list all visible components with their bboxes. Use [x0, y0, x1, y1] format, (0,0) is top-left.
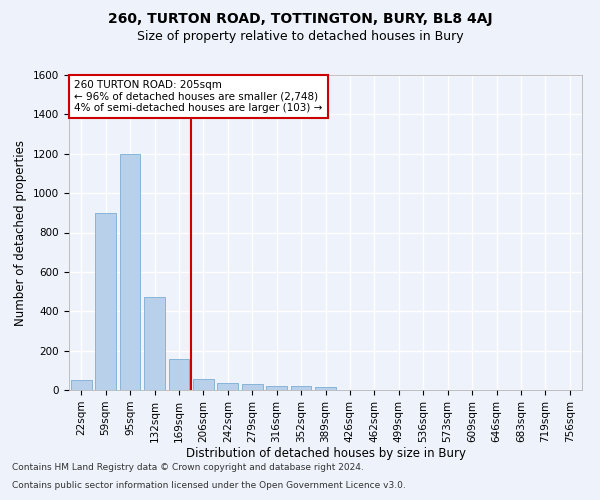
Bar: [266, 386, 287, 390]
Bar: [95, 213, 116, 390]
X-axis label: Distribution of detached houses by size in Bury: Distribution of detached houses by size …: [185, 448, 466, 460]
Bar: [119, 154, 140, 390]
Text: Contains HM Land Registry data © Crown copyright and database right 2024.: Contains HM Land Registry data © Crown c…: [12, 464, 364, 472]
Text: Size of property relative to detached houses in Bury: Size of property relative to detached ho…: [137, 30, 463, 43]
Text: 260 TURTON ROAD: 205sqm
← 96% of detached houses are smaller (2,748)
4% of semi-: 260 TURTON ROAD: 205sqm ← 96% of detache…: [74, 80, 323, 113]
Bar: [71, 380, 92, 390]
Bar: [144, 298, 165, 390]
Text: 260, TURTON ROAD, TOTTINGTON, BURY, BL8 4AJ: 260, TURTON ROAD, TOTTINGTON, BURY, BL8 …: [107, 12, 493, 26]
Bar: [217, 383, 238, 390]
Text: Contains public sector information licensed under the Open Government Licence v3: Contains public sector information licen…: [12, 481, 406, 490]
Bar: [315, 387, 336, 390]
Bar: [242, 384, 263, 390]
Bar: [193, 379, 214, 390]
Y-axis label: Number of detached properties: Number of detached properties: [14, 140, 28, 326]
Bar: [169, 360, 190, 390]
Bar: [290, 386, 311, 390]
